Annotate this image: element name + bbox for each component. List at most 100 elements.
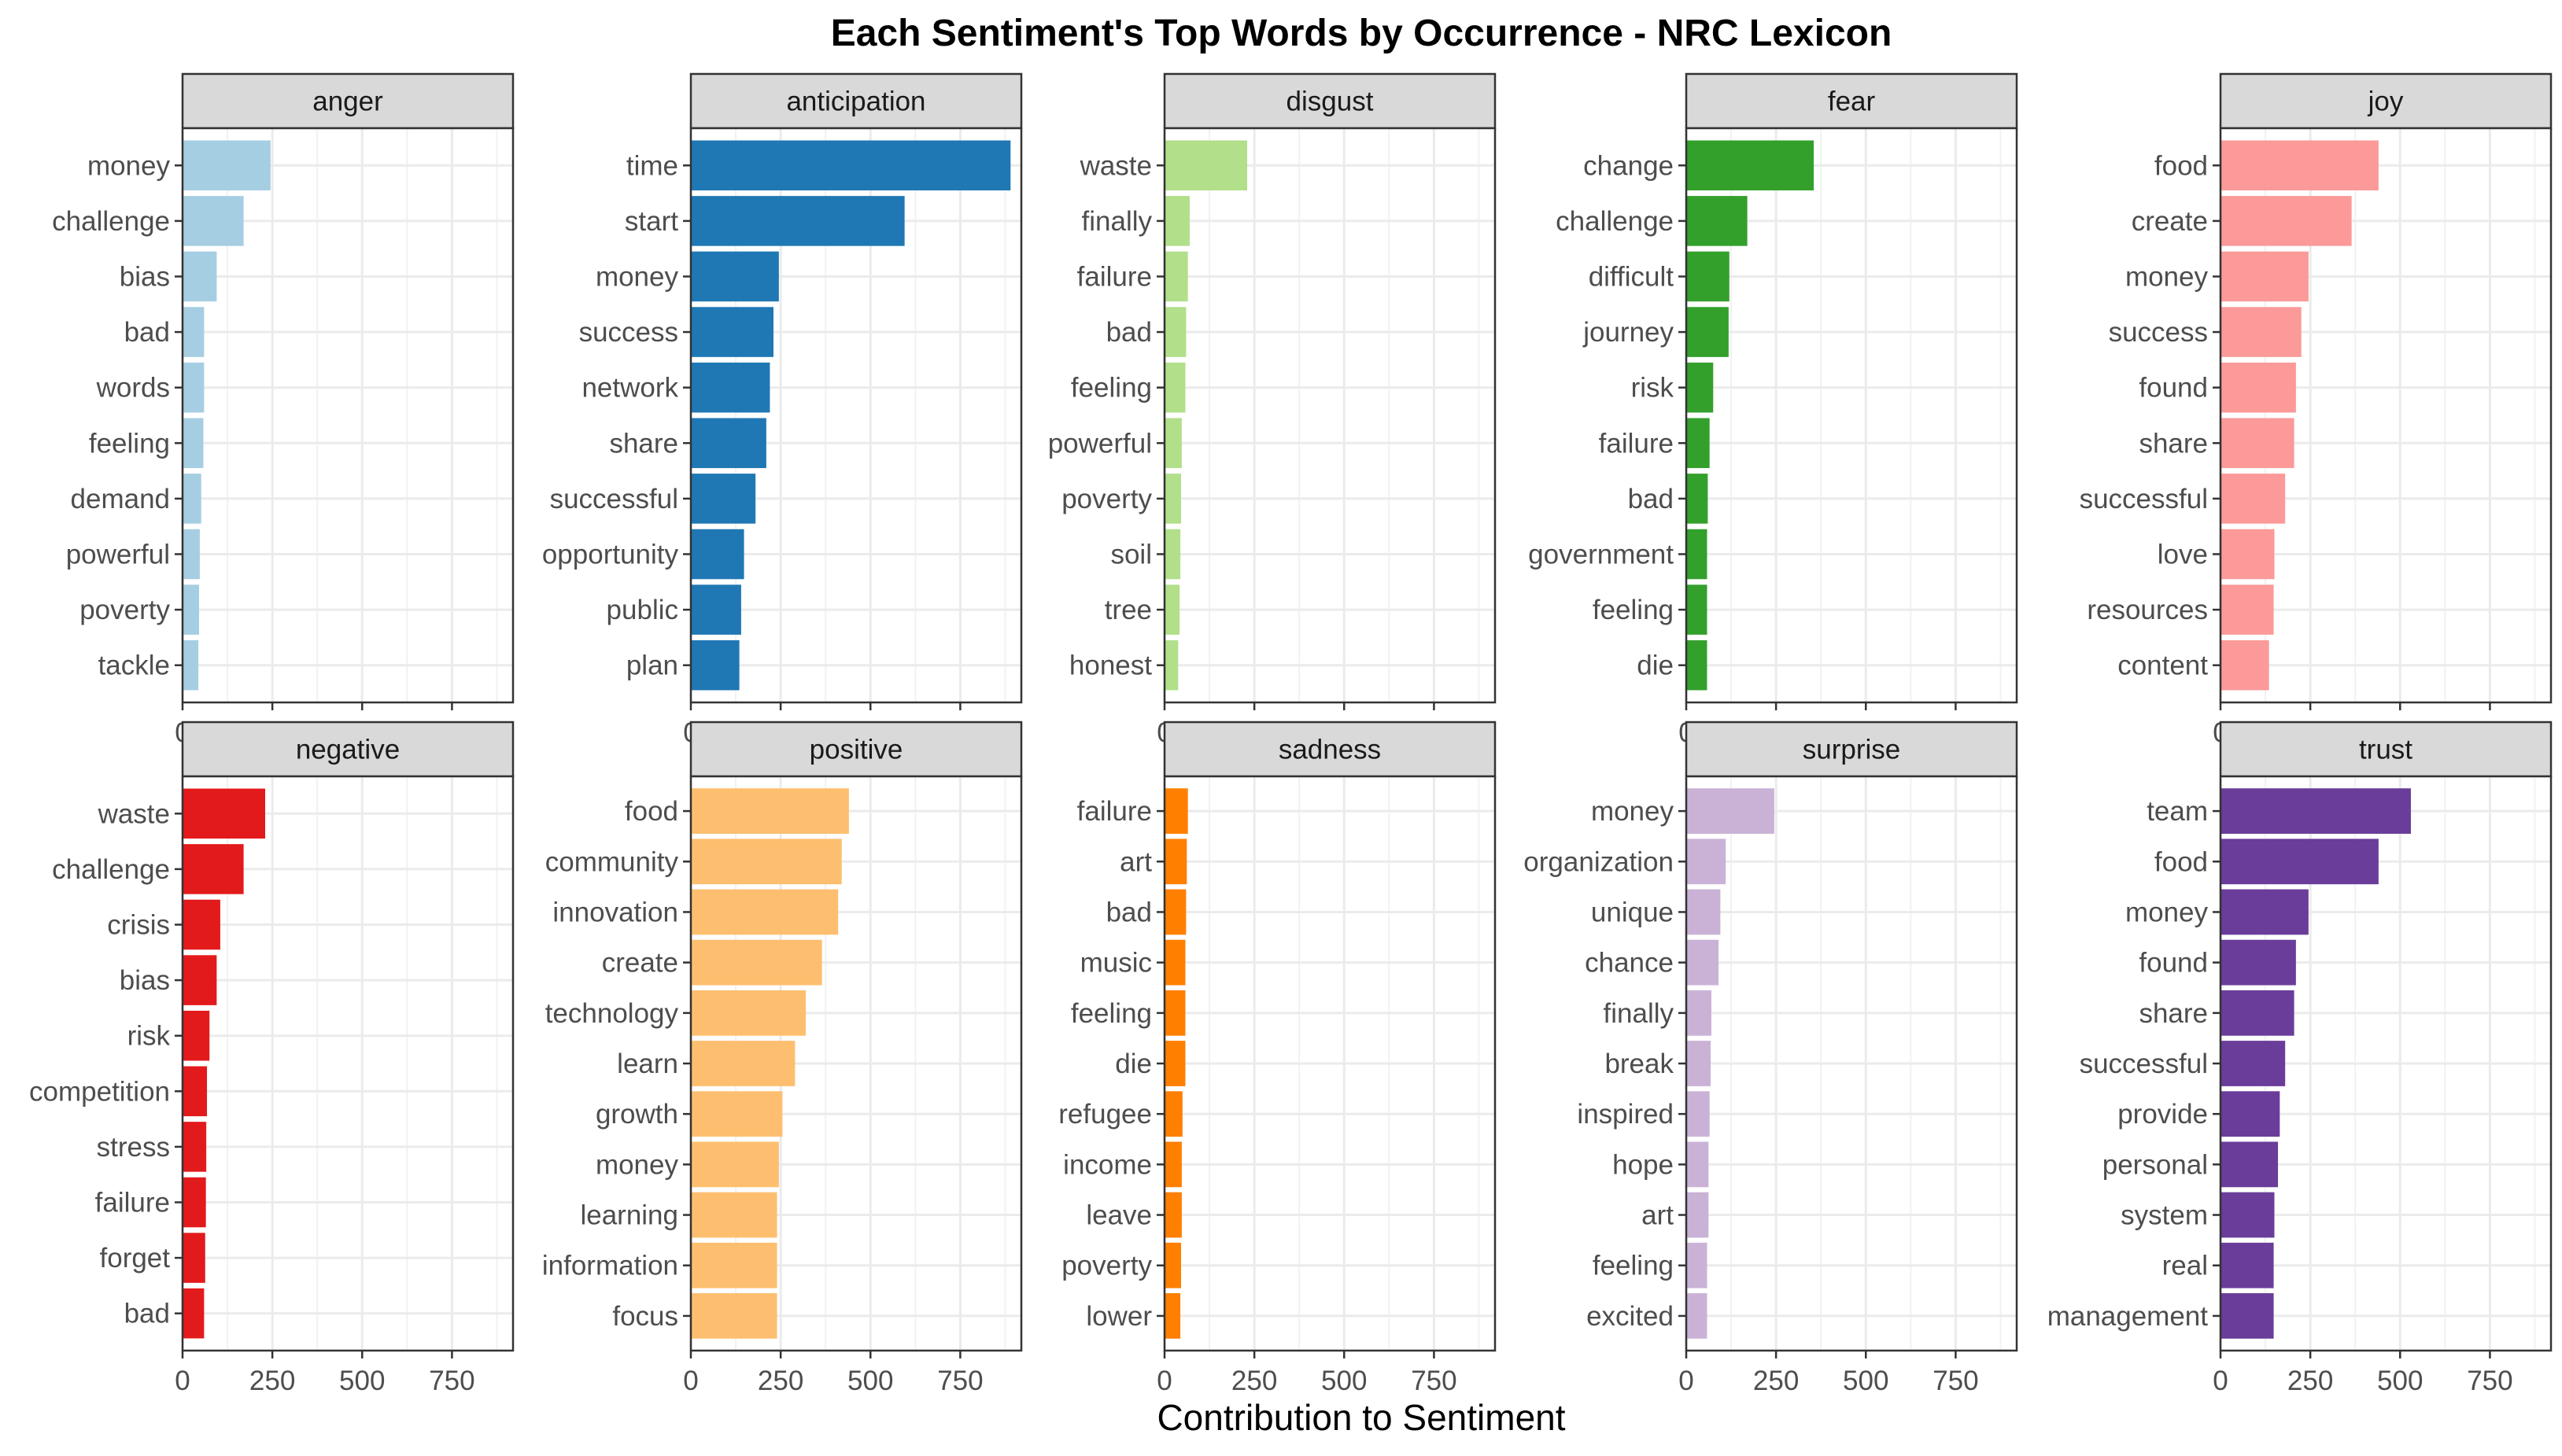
bar-sadness-income <box>1165 1141 1182 1188</box>
x-tick-label: 500 <box>847 1366 893 1396</box>
y-tick-label: failure <box>1077 262 1152 293</box>
x-tick-label: 500 <box>2377 1366 2423 1396</box>
facet-strip-label: anticipation <box>786 87 925 117</box>
y-tick-label: excited <box>1586 1301 1674 1332</box>
bar-negative-bad <box>183 1288 205 1339</box>
y-tick-label: money <box>2125 897 2209 927</box>
y-tick-label: money <box>87 150 171 181</box>
y-tick-label: bad <box>1106 897 1152 927</box>
y-tick-label: system <box>2121 1200 2208 1231</box>
bar-fear-die <box>1686 640 1707 691</box>
bar-fear-change <box>1686 140 1814 191</box>
y-tick-label: community <box>545 846 679 877</box>
y-tick-label: success <box>579 317 678 348</box>
y-tick-label: tackle <box>98 651 170 681</box>
y-tick-label: poverty <box>79 595 170 625</box>
bar-anticipation-opportunity <box>691 529 744 580</box>
bar-negative-competition <box>183 1066 208 1117</box>
bar-disgust-waste <box>1165 140 1247 191</box>
bar-negative-challenge <box>183 844 244 894</box>
y-tick-label: failure <box>1077 796 1152 827</box>
bar-trust-system <box>2221 1192 2275 1238</box>
y-tick-label: content <box>2117 651 2208 681</box>
y-tick-label: failure <box>95 1188 170 1218</box>
facet-strip <box>689 721 1023 778</box>
bar-anticipation-successful <box>691 474 756 524</box>
panel-border <box>689 775 1023 1352</box>
y-tick-label: resources <box>2087 595 2208 625</box>
y-tick-label: time <box>626 150 678 181</box>
y-tick-label: focus <box>612 1301 678 1332</box>
bar-fear-difficult <box>1686 251 1730 302</box>
x-tick-label: 500 <box>339 1366 385 1396</box>
y-tick-label: risk <box>127 1021 171 1052</box>
bar-joy-food <box>2221 140 2379 191</box>
bar-anticipation-network <box>691 362 770 413</box>
bar-fear-feeling <box>1686 584 1707 635</box>
y-tick-label: powerful <box>66 540 170 570</box>
y-tick-label: innovation <box>552 897 678 927</box>
facet-strip-label: negative <box>296 735 400 765</box>
y-tick-label: opportunity <box>542 540 679 570</box>
bar-joy-content <box>2221 640 2269 691</box>
bar-trust-money <box>2221 889 2309 935</box>
facet-disgust: disgust waste finally failure bad feeling powe… <box>1048 72 1497 748</box>
bar-anger-tackle <box>183 640 199 691</box>
bar-fear-failure <box>1686 418 1710 469</box>
y-tick-label: crisis <box>107 910 170 941</box>
y-tick-label: successful <box>2080 1049 2208 1079</box>
y-tick-label: journey <box>1582 317 1674 348</box>
y-tick-label: provide <box>2117 1099 2208 1130</box>
bar-trust-team <box>2221 788 2411 834</box>
y-tick-label: share <box>609 428 678 459</box>
facet-strip-label: trust <box>2359 735 2412 765</box>
facet-strip-label: fear <box>1828 87 1876 117</box>
y-tick-label: bad <box>124 317 170 348</box>
x-tick-label: 250 <box>2287 1366 2333 1396</box>
y-tick-label: challenge <box>52 206 170 237</box>
y-tick-label: technology <box>545 998 679 1029</box>
x-tick-label: 250 <box>1753 1366 1799 1396</box>
bar-trust-personal <box>2221 1141 2279 1188</box>
y-tick-label: share <box>2139 428 2208 459</box>
bar-positive-learning <box>691 1192 777 1238</box>
bar-fear-risk <box>1686 362 1714 413</box>
x-tick-label: 0 <box>683 1366 698 1396</box>
y-tick-label: powerful <box>1048 428 1152 459</box>
bar-positive-create <box>691 939 822 986</box>
y-tick-label: honest <box>1069 651 1152 681</box>
bar-surprise-break <box>1686 1041 1711 1086</box>
y-tick-label: failure <box>1599 428 1674 459</box>
facet-anticipation: anticipation time start money success network… <box>542 72 1023 748</box>
y-tick-label: finally <box>1604 998 1674 1029</box>
y-tick-label: leave <box>1086 1200 1152 1231</box>
bar-fear-challenge <box>1686 196 1748 246</box>
bar-disgust-finally <box>1165 196 1190 246</box>
y-tick-label: demand <box>71 484 170 514</box>
bar-joy-success <box>2221 307 2302 357</box>
facet-strip <box>1685 72 2018 130</box>
bar-surprise-art <box>1686 1192 1709 1238</box>
bar-positive-focus <box>691 1293 777 1339</box>
y-tick-label: bad <box>1106 317 1152 348</box>
y-tick-label: competition <box>29 1076 170 1107</box>
bar-surprise-unique <box>1686 889 1721 935</box>
bar-disgust-honest <box>1165 640 1179 691</box>
bar-trust-management <box>2221 1293 2274 1339</box>
bar-anger-bad <box>183 307 205 357</box>
y-tick-label: waste <box>1080 150 1152 181</box>
y-tick-label: start <box>625 206 678 237</box>
bar-joy-create <box>2221 196 2352 246</box>
panel-background <box>1165 128 1495 702</box>
y-tick-label: government <box>1528 540 1674 570</box>
bar-disgust-bad <box>1165 307 1187 357</box>
y-tick-label: break <box>1604 1049 1674 1079</box>
bar-sadness-bad <box>1165 889 1187 935</box>
x-tick-label: 0 <box>2213 1366 2228 1396</box>
y-tick-label: poverty <box>1061 484 1152 514</box>
bar-trust-food <box>2221 839 2379 885</box>
bar-disgust-powerful <box>1165 418 1182 469</box>
panel-border <box>2219 775 2553 1352</box>
bar-positive-technology <box>691 990 807 1036</box>
